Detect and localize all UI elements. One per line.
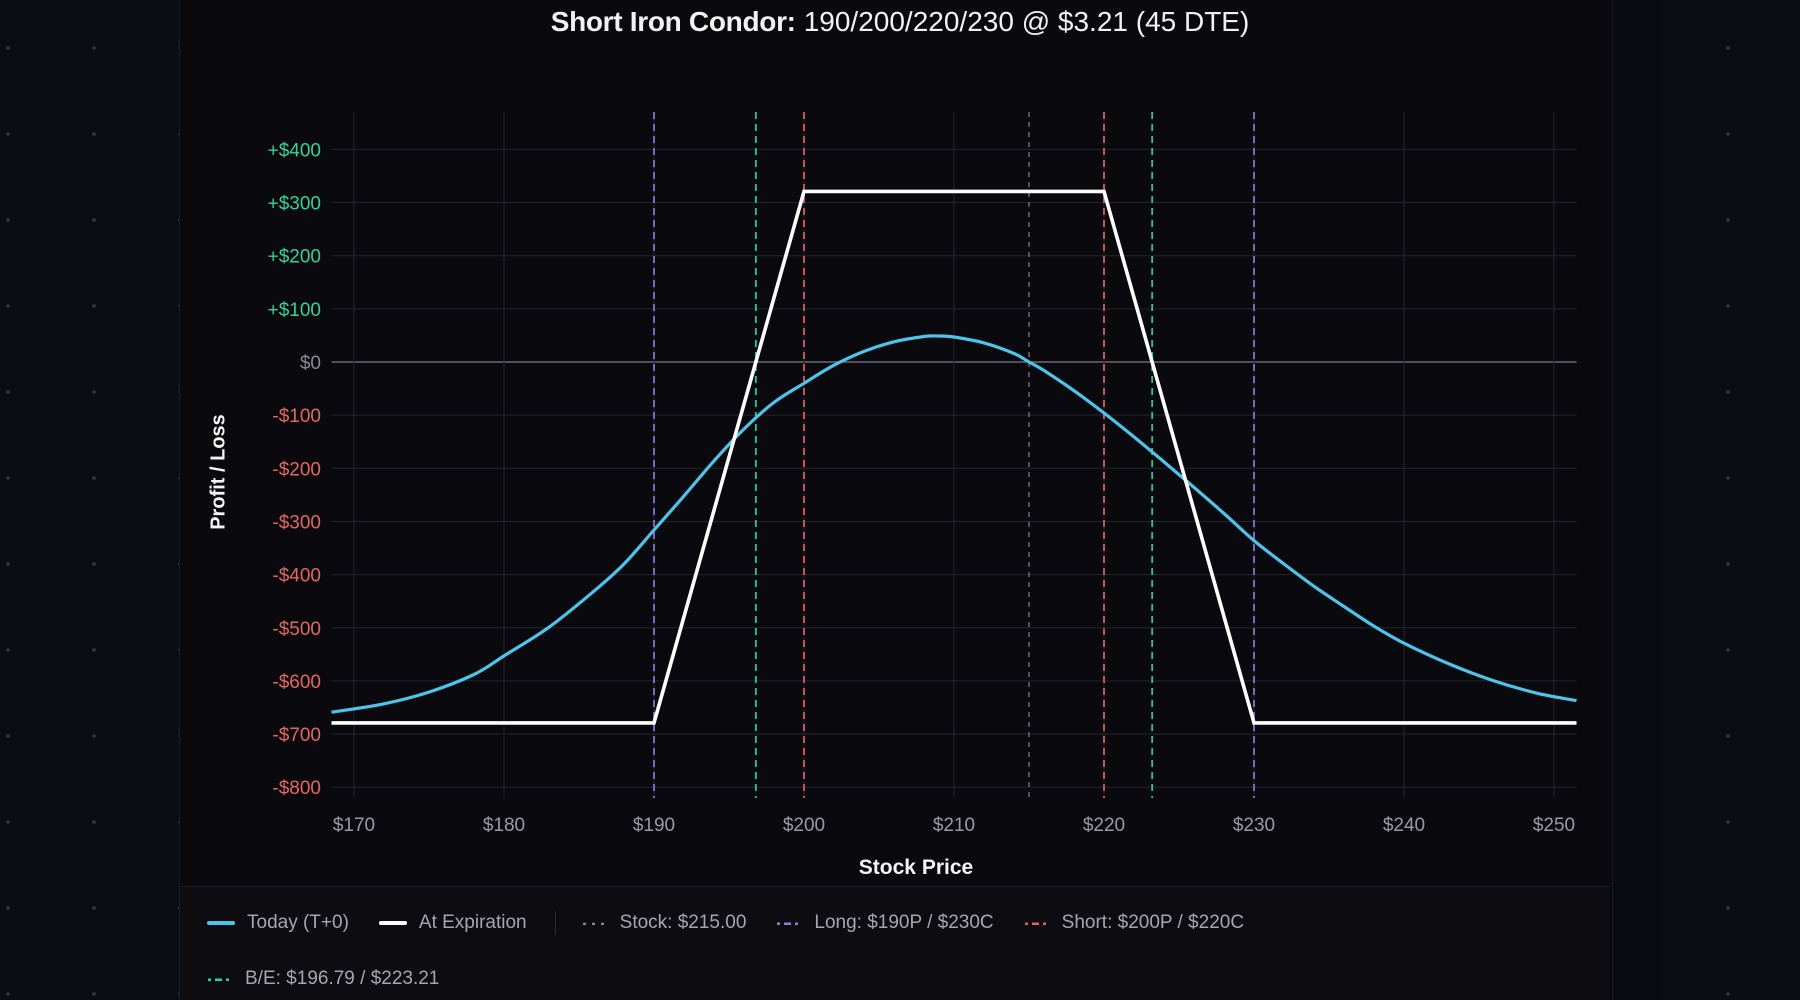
legend-swatch-expiration-line [378,921,407,925]
legend-item-expiration[interactable]: At Expiration [378,912,527,934]
x-tick-label: $220 [1083,815,1125,836]
payoff-chart: +$400 +$300 +$200 +$100 $0 -$100 -$200 -$300 -$4… [268,112,1577,836]
chart-title-strategy: Short Iron Condor: [550,6,796,37]
y-tick-label: +$100 [268,300,321,321]
today-payoff-curve [331,334,1577,714]
y-tick-label: -$200 [272,459,321,480]
legend-item-breakeven[interactable]: B/E: $196.79 / $223.21 [207,968,439,990]
expiration-payoff-line [331,189,1577,725]
chart-title: Short Iron Condor: 190/200/220/230 @ $3.2… [0,4,1800,40]
legend-swatch-breakeven-dashed [208,978,233,981]
legend [180,887,1610,1000]
legend-row-1: Today (T+0) At Expiration Stock: $215.00… [207,911,1274,935]
legend-label-short: Short: $200P / $220C [1061,912,1245,933]
chart-title-details: 190/200/220/230 @ $3.21 (45 DTE) [803,6,1250,37]
y-tick-label: -$800 [272,778,321,799]
y-tick-label: -$700 [272,725,321,746]
y-tick-label: -$100 [272,406,321,427]
y-axis-ticks: +$400 +$300 +$200 +$100 $0 -$100 -$200 -$300 -$4… [268,140,321,799]
legend-label-today: Today (T+0) [247,912,349,933]
y-axis-title: Profit / Loss [207,414,230,530]
x-tick-label: $190 [633,815,675,836]
grid-lines [331,112,1577,798]
x-tick-label: $200 [783,815,825,836]
y-tick-label: +$300 [268,194,321,215]
series-lines [331,189,1577,725]
x-axis-ticks: $170 $180 $190 $200 $210 $220 $230 $240 $250 [333,815,1575,836]
legend-row-2: B/E: $196.79 / $223.21 [207,968,469,990]
legend-swatch-stock-dotted [582,922,608,925]
legend-item-short[interactable]: Short: $200P / $220C [1024,912,1244,934]
legend-separator [554,911,556,935]
legend-label-breakeven: B/E: $196.79 / $223.21 [245,968,440,989]
y-tick-label: -$300 [272,512,321,533]
x-tick-label: $180 [483,815,525,836]
legend-item-stock[interactable]: Stock: $215.00 [582,912,747,934]
legend-item-long[interactable]: Long: $190P / $230C [776,912,994,934]
x-axis-title: Stock Price [858,856,974,879]
right-gutter [1612,0,1662,1000]
legend-divider [180,886,1610,887]
y-tick-label: -$400 [272,566,321,587]
legend-swatch-short-dashed [1024,922,1050,925]
legend-item-today[interactable]: Today (T+0) [207,912,349,934]
legend-swatch-long-dashed [777,922,803,925]
legend-label-stock: Stock: $215.00 [619,912,747,933]
y-tick-label: -$500 [272,619,321,640]
x-tick-label: $210 [933,815,975,836]
legend-label-long: Long: $190P / $230C [814,912,994,933]
x-tick-label: $230 [1233,815,1275,836]
y-tick-label: +$400 [268,140,321,161]
x-tick-label: $250 [1533,815,1575,836]
reference-lines [653,112,1255,798]
y-tick-label: -$600 [272,672,321,693]
y-tick-label: $0 [300,353,321,374]
x-tick-label: $240 [1383,815,1425,836]
x-tick-label: $170 [333,815,375,836]
chart-panel [179,0,1613,1000]
legend-label-expiration: At Expiration [418,912,527,933]
legend-swatch-today-line [207,921,235,925]
y-tick-label: +$200 [268,247,321,268]
